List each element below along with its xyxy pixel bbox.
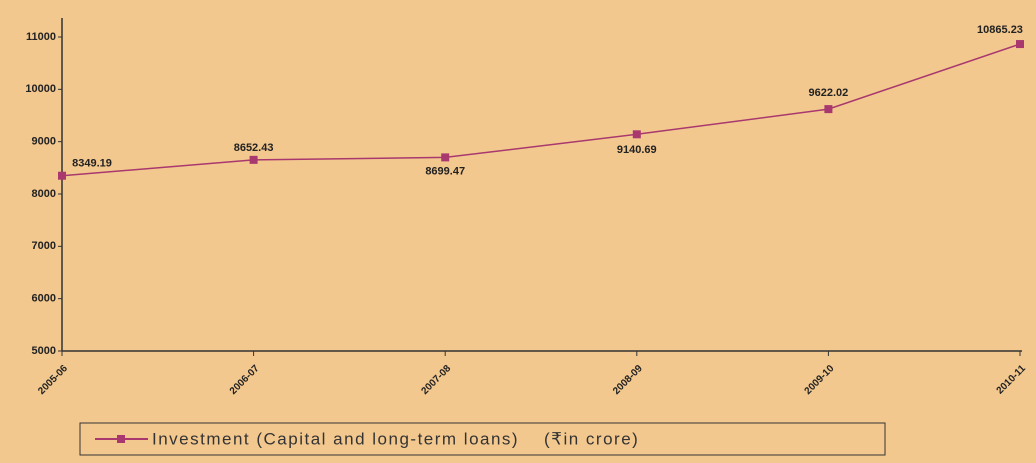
value-label: 10865.23 bbox=[977, 24, 1023, 36]
y-tick-label: 7000 bbox=[32, 240, 56, 252]
legend-box bbox=[79, 422, 886, 456]
marker bbox=[58, 171, 66, 180]
value-label: 8699.47 bbox=[425, 165, 465, 177]
y-tick-label: 5000 bbox=[32, 345, 56, 357]
y-tick-label: 9000 bbox=[32, 136, 56, 148]
marker bbox=[1016, 40, 1024, 49]
legend-marker bbox=[117, 435, 125, 443]
value-label: 8349.19 bbox=[72, 158, 112, 170]
y-tick-label: 6000 bbox=[32, 293, 56, 305]
marker bbox=[249, 155, 258, 164]
y-tick-label: 11000 bbox=[26, 31, 56, 43]
line bbox=[61, 43, 1021, 177]
value-label: 9622.02 bbox=[809, 87, 849, 99]
y-tick-label: 10000 bbox=[25, 83, 56, 95]
y-tick-label: 8000 bbox=[32, 188, 56, 200]
marker bbox=[441, 153, 450, 162]
marker bbox=[632, 130, 641, 139]
value-label: 9140.69 bbox=[617, 144, 657, 156]
legend-label: Investment (Capital and long-term loans)… bbox=[152, 429, 639, 448]
marker bbox=[824, 105, 833, 114]
value-label: 8652.43 bbox=[234, 142, 274, 154]
